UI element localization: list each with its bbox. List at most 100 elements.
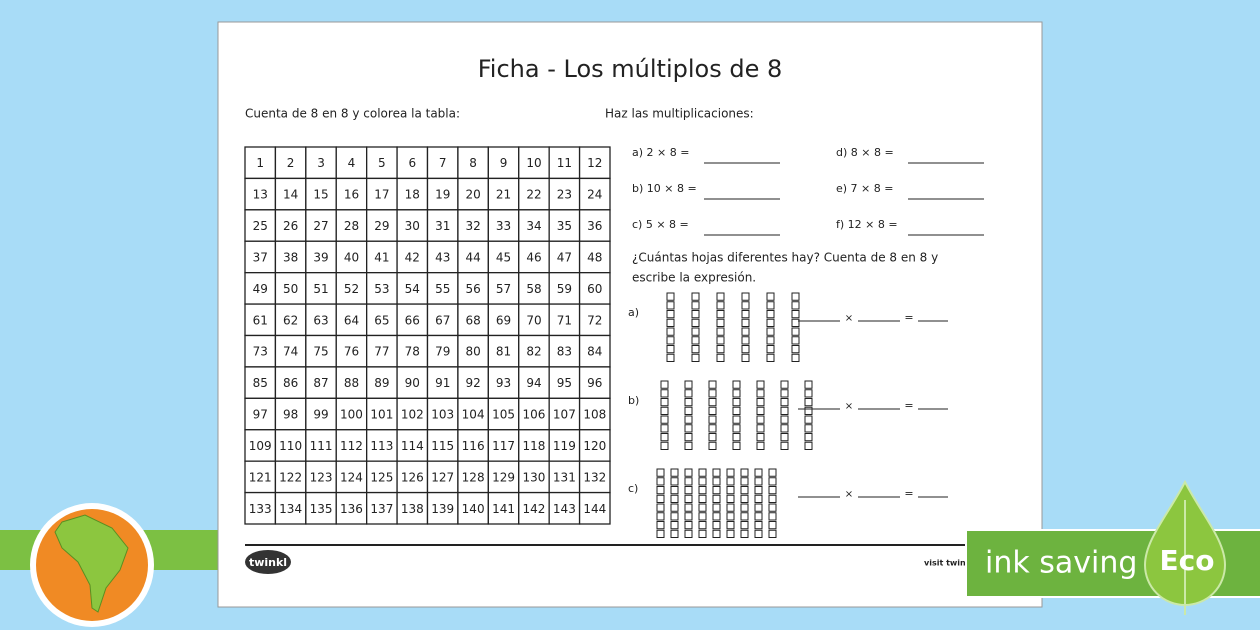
times-sign: × (845, 489, 853, 500)
table-cell (426, 209, 459, 242)
table-cell (274, 397, 307, 431)
leaf (691, 345, 700, 354)
logo-bg (245, 550, 291, 574)
leaf (716, 318, 725, 327)
cell-number: 43 (435, 250, 450, 264)
leaf (766, 353, 775, 362)
cell-number: 104 (462, 408, 485, 422)
leaf (684, 494, 693, 503)
cell-number: 72 (587, 313, 602, 327)
cell-number: 132 (583, 470, 606, 484)
leaf (656, 486, 665, 495)
leaf (684, 433, 693, 442)
leaf (740, 477, 749, 486)
cell-number: 33 (496, 219, 511, 233)
cell-number: 5 (378, 156, 386, 170)
cell-number: 84 (587, 345, 602, 359)
leaf-column (791, 292, 800, 362)
leaf (780, 380, 789, 389)
table-cell (487, 303, 520, 337)
cell-number: 38 (283, 250, 298, 264)
cell-number: 88 (344, 376, 359, 390)
table-cell (578, 397, 611, 431)
cell-number: 110 (279, 439, 302, 453)
cell-number: 46 (526, 250, 541, 264)
table-cell (396, 460, 429, 494)
leaf (780, 406, 789, 415)
table-cell (457, 366, 489, 399)
leaf (726, 529, 735, 538)
leaf (756, 433, 765, 442)
table-cell (487, 209, 520, 242)
cell-number: 83 (557, 345, 572, 359)
leaf (691, 353, 700, 362)
cell-number: 3 (317, 156, 325, 170)
cell-number: 14 (283, 188, 298, 202)
leaf-column (740, 468, 749, 538)
leaf (670, 486, 679, 495)
set-label: a) (628, 306, 639, 319)
leaf (754, 512, 763, 521)
table-cell (487, 429, 520, 462)
cell-number: 36 (587, 219, 602, 233)
cell-number: 119 (553, 439, 576, 453)
table-cell (274, 272, 307, 305)
cell-number: 108 (583, 408, 606, 422)
table-cell (396, 429, 429, 462)
cell-number: 135 (310, 502, 333, 516)
leaf-column (780, 380, 789, 450)
leaf-column (708, 380, 717, 450)
table-cell (578, 240, 611, 274)
leaf (712, 468, 721, 477)
cell-number: 138 (401, 502, 424, 516)
leaf (656, 529, 665, 538)
leaf (804, 406, 813, 415)
leaf (756, 424, 765, 433)
leaf (712, 503, 721, 512)
leaf (670, 503, 679, 512)
cell-number: 41 (374, 250, 389, 264)
cell-number: 10 (526, 156, 541, 170)
cell-number: 131 (553, 470, 576, 484)
leaf (741, 301, 750, 310)
cell-number: 20 (465, 188, 480, 202)
leaf (691, 318, 700, 327)
cell-number: 105 (492, 408, 515, 422)
cell-number: 94 (526, 376, 541, 390)
cell-number: 118 (523, 439, 546, 453)
leaf (684, 424, 693, 433)
cell-number: 59 (557, 282, 572, 296)
leaf (698, 486, 707, 495)
cell-number: 92 (465, 376, 480, 390)
leaf (791, 336, 800, 345)
cell-number: 115 (431, 439, 454, 453)
leaf (741, 336, 750, 345)
leaf-column (716, 292, 725, 362)
cell-number: 117 (492, 439, 515, 453)
cell-number: 96 (587, 376, 602, 390)
cell-number: 28 (344, 219, 359, 233)
cell-number: 12 (587, 156, 602, 170)
table-cell (518, 397, 550, 431)
leaf (656, 468, 665, 477)
cell-number: 31 (435, 219, 450, 233)
table-cell (244, 177, 277, 211)
cell-number: 129 (492, 470, 515, 484)
table-cell (518, 146, 550, 180)
cell-number: 144 (583, 502, 606, 516)
leaf (754, 486, 763, 495)
leaf (756, 415, 765, 424)
cell-number: 103 (431, 408, 454, 422)
leaf (698, 477, 707, 486)
table-cell (578, 209, 611, 242)
set-label: b) (628, 394, 639, 407)
eco-label: Eco (1160, 544, 1215, 577)
leaf (732, 415, 741, 424)
leaf (684, 468, 693, 477)
cell-number: 139 (431, 502, 454, 516)
times-sign: × (845, 401, 853, 412)
leaf (791, 327, 800, 336)
cell-number: 69 (496, 313, 511, 327)
leaf (741, 318, 750, 327)
cell-number: 128 (462, 470, 485, 484)
